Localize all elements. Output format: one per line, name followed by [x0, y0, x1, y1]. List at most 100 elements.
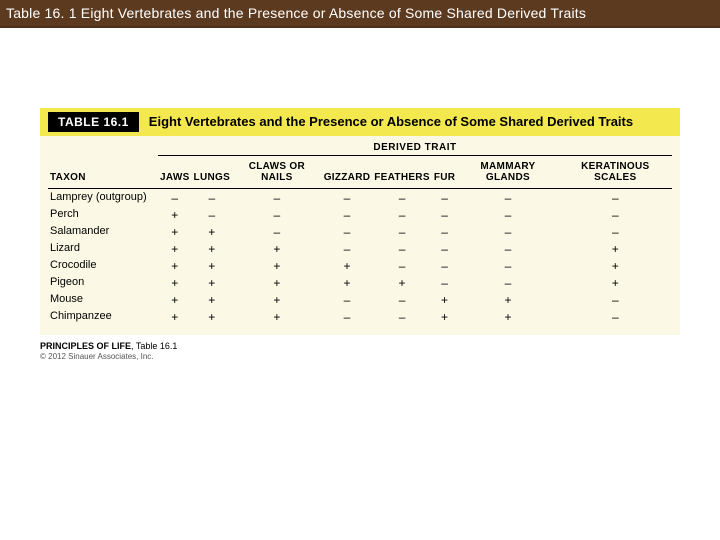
- taxon-cell: Mouse: [48, 291, 158, 308]
- col-header: JAWS: [158, 158, 192, 189]
- table-row: Crocodile++++–––+: [48, 257, 672, 274]
- taxon-cell: Chimpanzee: [48, 308, 158, 325]
- col-header: KERATINOUS SCALES: [559, 158, 672, 189]
- value-cell: +: [432, 291, 457, 308]
- value-cell: –: [432, 189, 457, 207]
- value-cell: –: [322, 291, 373, 308]
- taxon-cell: Perch: [48, 206, 158, 223]
- value-cell: +: [158, 291, 192, 308]
- trait-table: TAXON JAWS LUNGS CLAWS OR NAILS GIZZARD …: [48, 158, 672, 325]
- value-cell: +: [192, 274, 233, 291]
- value-cell: –: [372, 240, 432, 257]
- table-row: Chimpanzee+++––++–: [48, 308, 672, 325]
- caption-source-rest: , Table 16.1: [131, 341, 177, 351]
- value-cell: +: [322, 257, 373, 274]
- value-cell: +: [158, 274, 192, 291]
- value-cell: –: [322, 189, 373, 207]
- row-header-label: TAXON: [48, 158, 158, 189]
- col-header: LUNGS: [192, 158, 233, 189]
- taxon-cell: Pigeon: [48, 274, 158, 291]
- value-cell: –: [559, 308, 672, 325]
- value-cell: –: [322, 206, 373, 223]
- value-cell: –: [457, 257, 558, 274]
- value-cell: –: [158, 189, 192, 207]
- slide-title-bar: Table 16. 1 Eight Vertebrates and the Pr…: [0, 0, 720, 28]
- value-cell: –: [559, 189, 672, 207]
- value-cell: +: [457, 308, 558, 325]
- value-cell: –: [232, 206, 322, 223]
- table-tag: TABLE 16.1: [48, 112, 139, 132]
- value-cell: –: [372, 291, 432, 308]
- value-cell: –: [457, 274, 558, 291]
- taxon-cell: Salamander: [48, 223, 158, 240]
- value-cell: –: [192, 206, 233, 223]
- value-cell: –: [372, 189, 432, 207]
- table-row: Salamander++––––––: [48, 223, 672, 240]
- value-cell: +: [457, 291, 558, 308]
- table-row: Pigeon+++++––+: [48, 274, 672, 291]
- table-row: Mouse+++––++–: [48, 291, 672, 308]
- value-cell: –: [372, 206, 432, 223]
- slide-title: Table 16. 1 Eight Vertebrates and the Pr…: [6, 5, 586, 21]
- figure-copyright: © 2012 Sinauer Associates, Inc.: [40, 352, 680, 361]
- col-header: GIZZARD: [322, 158, 373, 189]
- value-cell: –: [457, 240, 558, 257]
- value-cell: +: [158, 223, 192, 240]
- value-cell: –: [322, 308, 373, 325]
- taxon-cell: Crocodile: [48, 257, 158, 274]
- table-row: Lamprey (outgroup)––––––––: [48, 189, 672, 207]
- value-cell: +: [232, 240, 322, 257]
- table-header-bar: TABLE 16.1 Eight Vertebrates and the Pre…: [40, 108, 680, 136]
- value-cell: –: [432, 240, 457, 257]
- table-wrap: DERIVED TRAIT TAXON JAWS LUNGS CLAWS OR …: [40, 136, 680, 335]
- value-cell: –: [232, 189, 322, 207]
- value-cell: +: [372, 274, 432, 291]
- value-cell: –: [457, 206, 558, 223]
- taxon-cell: Lamprey (outgroup): [48, 189, 158, 207]
- table-title: Eight Vertebrates and the Presence or Ab…: [149, 114, 633, 129]
- col-header: MAMMARY GLANDS: [457, 158, 558, 189]
- value-cell: +: [322, 274, 373, 291]
- table-header-row: TAXON JAWS LUNGS CLAWS OR NAILS GIZZARD …: [48, 158, 672, 189]
- value-cell: +: [192, 257, 233, 274]
- value-cell: –: [322, 240, 373, 257]
- value-cell: –: [322, 223, 373, 240]
- value-cell: –: [432, 223, 457, 240]
- value-cell: +: [559, 257, 672, 274]
- value-cell: +: [158, 240, 192, 257]
- col-header: FEATHERS: [372, 158, 432, 189]
- table-row: Lizard+++––––+: [48, 240, 672, 257]
- table-super-header: DERIVED TRAIT: [158, 142, 672, 156]
- value-cell: +: [232, 308, 322, 325]
- value-cell: +: [192, 308, 233, 325]
- value-cell: –: [432, 274, 457, 291]
- figure-area: TABLE 16.1 Eight Vertebrates and the Pre…: [0, 28, 720, 361]
- value-cell: –: [232, 223, 322, 240]
- value-cell: –: [457, 189, 558, 207]
- col-header: FUR: [432, 158, 457, 189]
- value-cell: –: [432, 206, 457, 223]
- value-cell: +: [559, 274, 672, 291]
- figure-caption: PRINCIPLES OF LIFE, Table 16.1: [40, 341, 680, 351]
- value-cell: –: [372, 257, 432, 274]
- value-cell: –: [457, 223, 558, 240]
- table-row: Perch+–––––––: [48, 206, 672, 223]
- value-cell: +: [158, 257, 192, 274]
- caption-source-bold: PRINCIPLES OF LIFE: [40, 341, 131, 351]
- value-cell: –: [559, 223, 672, 240]
- value-cell: +: [559, 240, 672, 257]
- value-cell: –: [432, 257, 457, 274]
- value-cell: –: [372, 223, 432, 240]
- value-cell: +: [232, 257, 322, 274]
- value-cell: +: [158, 308, 192, 325]
- taxon-cell: Lizard: [48, 240, 158, 257]
- value-cell: +: [192, 291, 233, 308]
- value-cell: –: [192, 189, 233, 207]
- value-cell: +: [192, 223, 233, 240]
- value-cell: +: [232, 291, 322, 308]
- col-header: CLAWS OR NAILS: [232, 158, 322, 189]
- value-cell: –: [372, 308, 432, 325]
- value-cell: +: [232, 274, 322, 291]
- value-cell: +: [432, 308, 457, 325]
- value-cell: –: [559, 291, 672, 308]
